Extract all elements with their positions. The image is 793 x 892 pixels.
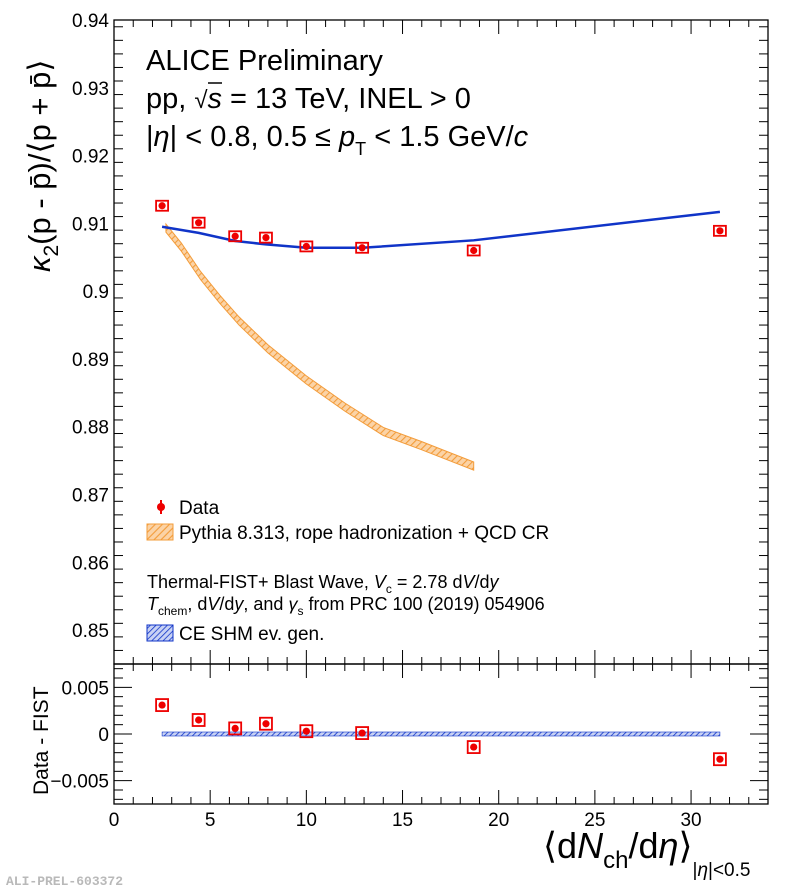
diff-syst-box <box>466 740 481 754</box>
annotation-collision: pp, √s = 13 TeV, INEL > 0 <box>146 83 471 115</box>
data-syst-box <box>299 240 314 253</box>
data-syst-box <box>466 244 481 257</box>
data-syst-box <box>355 241 370 254</box>
diff-syst-box <box>299 724 314 739</box>
top-y-tick-label: 0.87 <box>72 486 109 507</box>
top-y-tick-label: 0.85 <box>72 621 109 642</box>
data-point <box>716 227 724 235</box>
x-tick-label: 25 <box>584 810 605 831</box>
data-syst-box <box>155 199 169 212</box>
top-y-tick-label: 0.9 <box>83 282 109 303</box>
x-tick-label: 0 <box>109 810 120 831</box>
diff-syst-box <box>355 726 370 740</box>
legend-shm-label: CE SHM ev. gen. <box>179 624 324 645</box>
fist-zero-band <box>161 731 721 737</box>
data-point <box>158 202 166 210</box>
bottom-y-tick-label: −0.005 <box>50 772 109 793</box>
diff-point <box>195 716 203 724</box>
diff-syst-box <box>259 716 273 731</box>
diff-point <box>358 729 366 737</box>
data-point <box>195 219 203 227</box>
data-syst-box <box>191 216 206 229</box>
top-panel-frame <box>113 19 769 665</box>
diff-syst-box <box>155 698 169 712</box>
legend-shm-swatch <box>146 624 174 642</box>
diff-point <box>231 724 239 733</box>
x-tick-label: 10 <box>296 810 317 831</box>
annotation-alice: ALICE Preliminary <box>146 45 383 77</box>
diff-point <box>470 743 478 751</box>
top-y-tick-label: 0.86 <box>72 553 109 574</box>
annotation-kinematics: |η| < 0.8, 0.5 ≤ pT < 1.5 GeV/c <box>146 121 529 159</box>
legend-pythia-swatch <box>146 523 174 541</box>
x-tick-label: 30 <box>680 810 701 831</box>
legend-pythia-label: Pythia 8.313, rope hadronization + QCD C… <box>179 523 549 544</box>
diff-point <box>262 720 270 728</box>
legend-fist-line2: Tchem, dV/dy, and γs from PRC 100 (2019)… <box>147 594 545 618</box>
diff-syst-box <box>228 721 243 736</box>
bottom-y-axis-title: Data - FIST <box>30 686 53 795</box>
legend: Data Pythia 8.313, rope hadronization + … <box>146 498 549 645</box>
legend-data-label: Data <box>179 498 220 519</box>
diff-point <box>158 701 166 709</box>
top-panel-series <box>155 199 727 471</box>
top-y-tick-label: 0.92 <box>72 147 109 168</box>
data-point <box>231 232 239 240</box>
diff-syst-box <box>713 752 727 767</box>
bottom-y-tick-label: 0 <box>98 725 109 746</box>
diff-point <box>716 755 724 763</box>
top-y-axis-title: κ2(p - p̄)/⟨p + p̄⟩ <box>22 60 63 272</box>
top-y-tick-label: 0.88 <box>72 418 109 439</box>
pythia-band <box>165 222 475 471</box>
data-point <box>302 242 310 251</box>
data-syst-box <box>228 230 243 243</box>
preliminary-id-label: ALI-PREL-603372 <box>6 874 124 889</box>
top-y-tick-label: 0.93 <box>72 79 109 100</box>
top-y-tick-label: 0.94 <box>72 11 109 32</box>
top-y-tick-label: 0.89 <box>72 350 109 371</box>
data-point <box>262 234 270 242</box>
diff-point <box>302 727 310 735</box>
x-axis-title: ⟨dNch/dη⟩|η|<0.5 <box>543 825 750 881</box>
diff-syst-box <box>191 713 206 727</box>
data-syst-box <box>713 224 727 237</box>
data-point <box>470 246 478 255</box>
x-tick-label: 5 <box>205 810 216 831</box>
x-tick-label: 15 <box>392 810 413 831</box>
x-tick-label: 20 <box>488 810 509 831</box>
top-axis-ticks: 0.85 0.86 0.87 0.88 0.89 0.9 0.91 0.92 0.93 0.94 <box>72 11 769 665</box>
legend-data-marker <box>157 503 165 511</box>
shm-line <box>161 210 721 250</box>
legend-fist-line1: Thermal-FIST+ Blast Wave, Vc = 2.78 dV/d… <box>147 572 500 596</box>
data-point <box>358 244 366 252</box>
top-y-tick-label: 0.91 <box>72 214 109 235</box>
bottom-panel-series <box>155 698 727 767</box>
data-syst-box <box>259 231 273 244</box>
bottom-y-tick-label: 0.005 <box>61 678 109 699</box>
